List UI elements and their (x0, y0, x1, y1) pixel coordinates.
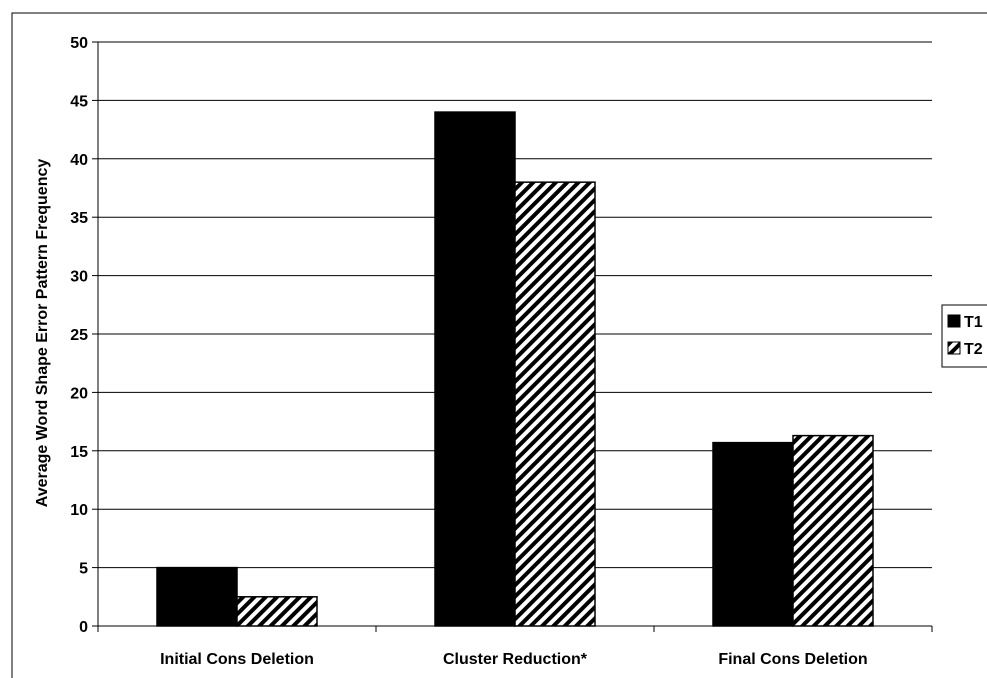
y-tick-label-45: 45 (70, 93, 88, 110)
y-tick-label-50: 50 (70, 35, 88, 52)
legend-label-t1: T1 (964, 314, 983, 331)
bar-t1-0 (156, 566, 238, 627)
y-tick-label-5: 5 (79, 561, 88, 578)
y-tick-label-35: 35 (70, 210, 88, 227)
bar-t1-2 (712, 441, 794, 627)
bar-t2-1 (514, 181, 596, 627)
x-category-label-2: Final Cons Deletion (718, 651, 867, 668)
y-tick-label-15: 15 (70, 444, 88, 461)
y-tick-label-10: 10 (70, 502, 88, 519)
y-tick-label-0: 0 (79, 619, 88, 636)
y-tick-label-20: 20 (70, 385, 88, 402)
y-tick-label-40: 40 (70, 152, 88, 169)
legend-label-t2: T2 (964, 341, 983, 358)
legend-swatch-t2 (947, 341, 961, 355)
bar-t2-0 (236, 596, 318, 627)
x-category-label-0: Initial Cons Deletion (160, 651, 314, 668)
chart-border (11, 12, 987, 678)
x-category-label-1: Cluster Reduction* (443, 651, 588, 668)
bar-t2-2 (792, 434, 874, 627)
y-axis-label: Average Word Shape Error Pattern Frequen… (34, 159, 51, 508)
legend-swatch-t1 (947, 314, 961, 328)
bar-t1-1 (434, 111, 516, 627)
y-tick-label-30: 30 (70, 269, 88, 286)
y-tick-label-25: 25 (70, 327, 88, 344)
